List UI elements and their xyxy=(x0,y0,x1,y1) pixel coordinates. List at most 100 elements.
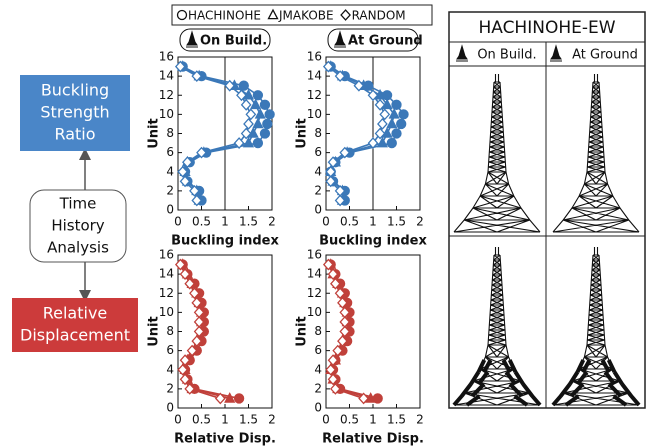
x-tick-label: 1.5 xyxy=(239,215,258,229)
y-tick-label: 4 xyxy=(166,164,174,178)
y-tick-label: 4 xyxy=(314,362,322,376)
x-tick-label: 0 xyxy=(322,413,330,427)
y-tick-label: 12 xyxy=(159,88,174,102)
y-tick-label: 2 xyxy=(166,381,174,395)
diagram-label: Ratio xyxy=(54,125,95,144)
y-tick-label: 14 xyxy=(159,69,174,83)
diagram-label: Buckling xyxy=(41,81,109,100)
y-tick-label: 6 xyxy=(166,343,174,357)
chart-title: On Build. xyxy=(200,34,267,49)
y-tick-label: 8 xyxy=(314,324,322,338)
x-tick-label: 0.5 xyxy=(192,413,211,427)
data-point xyxy=(263,119,272,128)
x-axis-label: Buckling index xyxy=(171,234,279,249)
diagram-label: Relative xyxy=(43,304,108,323)
diagram-label: Displacement xyxy=(20,326,130,345)
tower xyxy=(553,74,639,232)
x-tick-label: 0 xyxy=(322,215,330,229)
data-point xyxy=(260,100,269,109)
legend-symbol xyxy=(341,10,350,20)
x-tick-label: 0 xyxy=(174,413,182,427)
x-tick-label: 2 xyxy=(268,215,276,229)
x-axis-label: Buckling index xyxy=(319,234,427,249)
x-tick-label: 1 xyxy=(369,215,377,229)
y-tick-label: 8 xyxy=(166,324,174,338)
data-point xyxy=(246,109,255,119)
data-point xyxy=(380,109,389,119)
data-point xyxy=(399,110,408,119)
y-tick-label: 8 xyxy=(314,126,322,140)
x-tick-label: 0.5 xyxy=(340,215,359,229)
y-tick-label: 14 xyxy=(307,69,322,83)
legend-label: RANDOM xyxy=(352,9,406,23)
y-tick-label: 2 xyxy=(314,381,322,395)
y-axis-label: Unit xyxy=(295,316,310,346)
y-tick-label: 16 xyxy=(307,50,322,64)
x-tick-label: 1 xyxy=(221,215,229,229)
y-axis-label: Unit xyxy=(147,316,162,346)
y-tick-label: 12 xyxy=(307,88,322,102)
data-point xyxy=(235,394,244,403)
data-point xyxy=(256,109,265,118)
y-tick-label: 12 xyxy=(307,286,322,300)
data-point xyxy=(244,119,253,129)
tower xyxy=(553,247,639,405)
x-tick-label: 2 xyxy=(416,215,424,229)
y-tick-label: 6 xyxy=(314,343,322,357)
x-tick-label: 0.5 xyxy=(192,215,211,229)
y-tick-label: 4 xyxy=(314,164,322,178)
data-point xyxy=(265,110,274,119)
tower-icon xyxy=(186,32,198,47)
panel-column: On Build. xyxy=(477,48,536,63)
panel-column: At Ground xyxy=(572,48,638,63)
tower-icon xyxy=(456,46,468,61)
data-point xyxy=(242,100,251,110)
legend-symbol xyxy=(178,11,187,20)
y-tick-label: 0 xyxy=(314,203,322,217)
x-tick-label: 1 xyxy=(221,413,229,427)
figure: HACHINOHE-EW On Build. At Ground Bucklin… xyxy=(0,0,649,446)
y-tick-label: 2 xyxy=(314,183,322,197)
x-axis-label: Relative Disp. xyxy=(322,432,424,446)
x-tick-label: 0 xyxy=(174,215,182,229)
tower-icon xyxy=(334,32,346,47)
data-point xyxy=(239,81,248,90)
y-tick-label: 14 xyxy=(307,267,322,281)
x-axis-label: Relative Disp. xyxy=(174,432,276,446)
legend-symbol xyxy=(269,10,278,19)
diagram-label: Analysis xyxy=(47,239,109,257)
y-tick-label: 0 xyxy=(166,203,174,217)
y-tick-label: 12 xyxy=(159,286,174,300)
data-point xyxy=(378,138,387,147)
data-point xyxy=(244,138,253,147)
chart-title: At Ground xyxy=(348,34,423,49)
x-tick-label: 1.5 xyxy=(239,413,258,427)
diagram-label: Time xyxy=(59,195,97,213)
legend-label: JMAKOBE xyxy=(278,9,334,23)
x-tick-label: 1.5 xyxy=(387,215,406,229)
x-tick-label: 1 xyxy=(369,413,377,427)
y-tick-label: 16 xyxy=(159,248,174,262)
data-point xyxy=(387,119,396,128)
data-point xyxy=(253,91,262,100)
y-axis-label: Unit xyxy=(295,118,310,148)
panel-title: HACHINOHE-EW xyxy=(478,18,615,38)
diagram-label: Strength xyxy=(40,103,109,122)
y-tick-label: 2 xyxy=(166,183,174,197)
x-tick-label: 2 xyxy=(268,413,276,427)
y-tick-label: 14 xyxy=(159,267,174,281)
y-tick-label: 16 xyxy=(307,248,322,262)
data-point xyxy=(378,119,387,129)
data-point xyxy=(397,119,406,128)
y-axis-label: Unit xyxy=(147,118,162,148)
y-tick-label: 0 xyxy=(166,401,174,415)
data-point xyxy=(253,139,262,148)
diagram-label: History xyxy=(51,217,104,235)
data-point xyxy=(392,129,401,138)
data-point xyxy=(392,100,401,109)
tower-icon xyxy=(550,46,562,61)
legend-label: HACHINOHE xyxy=(188,9,261,23)
y-tick-label: 6 xyxy=(166,145,174,159)
x-tick-label: 1.5 xyxy=(387,413,406,427)
data-point xyxy=(253,119,262,128)
